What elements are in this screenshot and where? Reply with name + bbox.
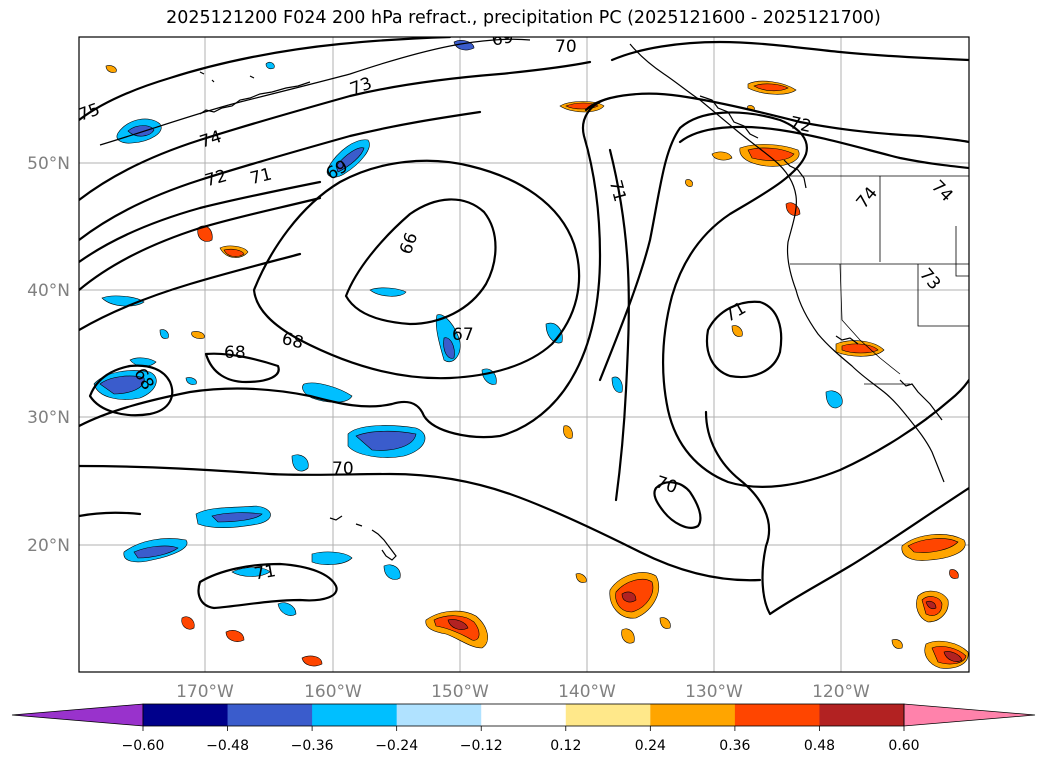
contour-label-67: 67 <box>452 325 474 345</box>
coastlines <box>99 38 945 561</box>
colorbar-tick-label: 0.48 <box>804 738 835 754</box>
colorbar: −0.60 −0.48 −0.36 −0.24 −0.12 0.12 0.24 0.36 0.4… <box>11 703 1036 754</box>
colorbar-tick-label: 0.36 <box>719 738 750 754</box>
colorbar-bin-7 <box>734 704 820 726</box>
lon-label-120w: 120°W <box>812 682 870 702</box>
colorbar-frame <box>142 703 905 727</box>
colorbar-tick-label: 0.60 <box>888 738 919 754</box>
colorbar-bin-8 <box>819 704 905 726</box>
colorbar-bin-3 <box>396 704 482 726</box>
colorbar-bin-0 <box>143 704 229 726</box>
lon-label-130w: 130°W <box>685 682 743 702</box>
colorbar-bin-4 <box>481 704 567 726</box>
contour-label-75: 75 <box>76 100 103 126</box>
colorbar-tick-label: −0.48 <box>206 738 249 754</box>
refractivity-contours <box>79 37 969 616</box>
colorbar-tick-label: −0.60 <box>122 738 165 754</box>
political-borders <box>790 175 969 385</box>
colorbar-bin-2 <box>312 704 398 726</box>
lat-label-50n: 50°N <box>27 154 70 174</box>
longitude-labels: 170°W 160°W 150°W 140°W 130°W 120°W <box>176 682 870 702</box>
contour-label-72b: 72 <box>788 113 813 137</box>
lon-label-150w: 150°W <box>431 682 489 702</box>
contour-label-69b: 69 <box>490 27 515 50</box>
colorbar-ticks: −0.60 −0.48 −0.36 −0.24 −0.12 0.12 0.24 0.36 0.4… <box>122 726 920 754</box>
contour-label-68b: 68 <box>224 343 246 363</box>
colorbar-over-arrow <box>903 703 1036 727</box>
map-title: 2025121200 F024 200 hPa refract., precip… <box>166 8 881 28</box>
colorbar-tick-label: 0.12 <box>550 738 581 754</box>
colorbar-bins <box>143 704 905 726</box>
lat-label-20n: 20°N <box>27 536 70 556</box>
precip-positive-areas <box>105 65 969 669</box>
colorbar-tick-label: −0.12 <box>460 738 503 754</box>
lon-label-160w: 160°W <box>304 682 362 702</box>
map-frame <box>78 36 970 673</box>
lat-label-30n: 30°N <box>27 408 70 428</box>
latitude-labels: 50°N 40°N 30°N 20°N <box>27 154 70 556</box>
lon-label-170w: 170°W <box>176 682 234 702</box>
colorbar-bin-1 <box>227 704 313 726</box>
colorbar-tick-label: −0.36 <box>291 738 334 754</box>
colorbar-tick-label: 0.24 <box>635 738 666 754</box>
contour-label-71b: 71 <box>253 561 278 584</box>
colorbar-under-arrow <box>11 703 144 727</box>
lat-label-40n: 40°N <box>27 281 70 301</box>
contour-label-70b: 70 <box>332 459 354 479</box>
colorbar-bin-6 <box>650 704 736 726</box>
colorbar-bin-5 <box>565 704 651 726</box>
contour-label-70: 70 <box>555 37 577 57</box>
colorbar-tick-label: −0.24 <box>375 738 418 754</box>
lon-label-140w: 140°W <box>558 682 616 702</box>
